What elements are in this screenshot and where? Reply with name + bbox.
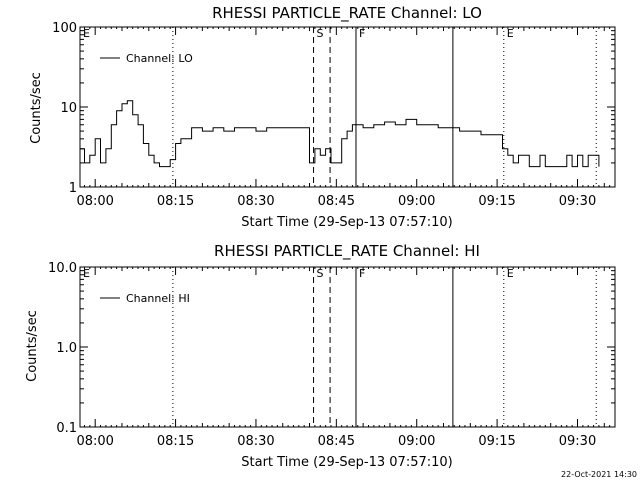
event-marker-label: E bbox=[83, 267, 90, 280]
event-marker-label: F bbox=[359, 267, 365, 280]
x-tick-label: 09:15 bbox=[478, 194, 515, 209]
chart-title: RHESSI PARTICLE_RATE Channel: HI bbox=[214, 242, 480, 261]
event-marker-label: E bbox=[507, 267, 514, 280]
series-line bbox=[80, 100, 600, 168]
event-marker-label: E bbox=[83, 27, 90, 40]
x-tick-label: 08:45 bbox=[318, 194, 355, 209]
x-tick-label: 08:15 bbox=[157, 194, 194, 209]
y-axis-label: Counts/sec bbox=[25, 310, 40, 382]
y-tick-label: 100 bbox=[52, 21, 77, 36]
x-tick-label: 09:00 bbox=[398, 434, 435, 449]
x-tick-label: 08:00 bbox=[76, 434, 113, 449]
x-axis-label: Start Time (29-Sep-13 07:57:10) bbox=[241, 215, 452, 230]
y-tick-label: 0.1 bbox=[56, 421, 77, 436]
event-marker-label: E bbox=[507, 27, 514, 40]
event-marker-label: F bbox=[359, 27, 365, 40]
y-tick-label: 10 bbox=[60, 101, 77, 116]
x-tick-label: 08:30 bbox=[237, 434, 274, 449]
x-tick-label: 08:15 bbox=[157, 434, 194, 449]
legend-label: Channel: LO bbox=[126, 52, 193, 65]
x-tick-label: 09:00 bbox=[398, 194, 435, 209]
y-tick-label: 1.0 bbox=[56, 341, 77, 356]
x-tick-label: 09:30 bbox=[559, 194, 596, 209]
plot-frame bbox=[79, 26, 616, 188]
x-tick-label: 08:00 bbox=[76, 194, 113, 209]
event-marker-label: S bbox=[317, 27, 324, 40]
x-tick-label: 09:30 bbox=[559, 434, 596, 449]
y-tick-label: 1 bbox=[69, 181, 77, 196]
y-tick-label: 10.0 bbox=[48, 261, 77, 276]
legend-label: Channel: HI bbox=[126, 292, 190, 305]
plot-frame bbox=[79, 266, 616, 428]
x-axis-label: Start Time (29-Sep-13 07:57:10) bbox=[241, 455, 452, 470]
x-tick-label: 09:15 bbox=[478, 434, 515, 449]
chart-title: RHESSI PARTICLE_RATE Channel: LO bbox=[212, 4, 482, 23]
timestamp: 22-Oct-2021 14:30 bbox=[561, 470, 637, 479]
chart-panel-lo: RHESSI PARTICLE_RATE Channel: LO Start T… bbox=[29, 4, 616, 230]
x-tick-label: 08:45 bbox=[318, 434, 355, 449]
y-axis-label: Counts/sec bbox=[29, 72, 44, 144]
event-marker-label: S bbox=[317, 267, 324, 280]
x-tick-label: 08:30 bbox=[237, 194, 274, 209]
chart-panel-hi: RHESSI PARTICLE_RATE Channel: HI Start T… bbox=[25, 242, 616, 470]
